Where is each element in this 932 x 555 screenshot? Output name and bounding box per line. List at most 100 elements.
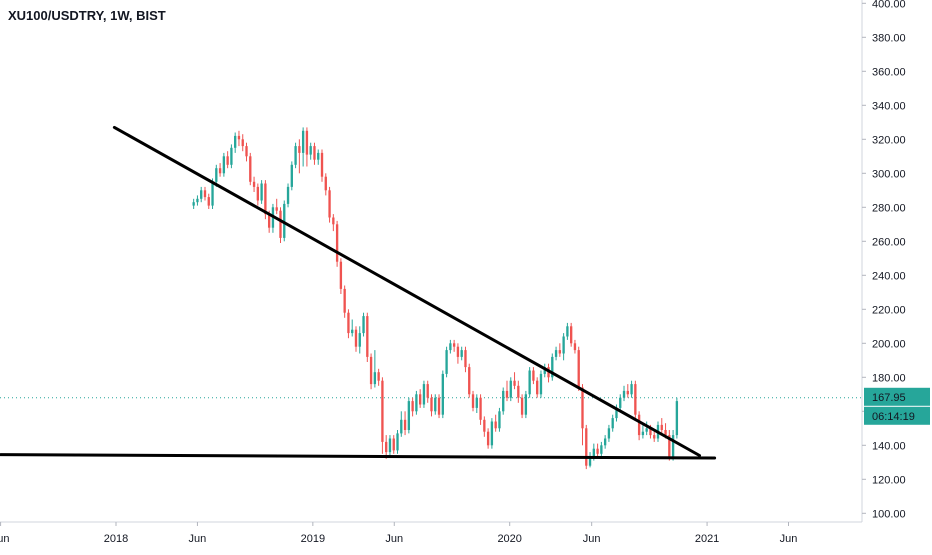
y-tick-label: 400.00 <box>872 0 906 10</box>
candle-body <box>509 380 512 398</box>
candle-body <box>452 343 456 347</box>
candle-body <box>611 418 614 429</box>
candle <box>588 452 592 468</box>
candle <box>502 387 505 415</box>
last-price-badge-bg <box>864 387 930 406</box>
candle <box>513 372 516 390</box>
candle <box>577 346 580 391</box>
candle-body <box>415 394 418 412</box>
candle-body <box>207 197 210 206</box>
candle <box>381 377 384 454</box>
candle <box>445 346 448 378</box>
candle-body <box>592 448 595 458</box>
candle <box>203 186 207 201</box>
candle <box>305 127 309 167</box>
x-tick-label: Jun <box>780 533 798 545</box>
countdown-badge: 06:14:19 <box>864 406 930 425</box>
candle-body <box>226 156 229 165</box>
candle <box>200 186 203 203</box>
candle-body <box>358 333 361 347</box>
candle-body <box>539 373 543 395</box>
candle <box>407 397 411 434</box>
candle <box>332 214 335 232</box>
candle-body <box>426 384 429 398</box>
candle <box>301 127 305 167</box>
candle-body <box>320 152 324 177</box>
candle <box>245 142 248 162</box>
candle <box>660 418 663 434</box>
trendline-upper[interactable] <box>112 125 702 457</box>
candle-body <box>267 214 271 228</box>
candle-body <box>464 350 467 368</box>
candle <box>483 416 486 437</box>
trendlines-layer <box>0 125 717 460</box>
candle-body <box>483 419 486 432</box>
candle-body <box>596 448 599 454</box>
candle <box>468 363 471 398</box>
candle-body <box>490 421 494 446</box>
candle <box>603 435 607 449</box>
candle <box>551 353 554 381</box>
candle <box>426 380 429 403</box>
candle <box>283 200 286 242</box>
candle-body <box>675 401 679 436</box>
candle <box>486 428 490 449</box>
candle <box>641 424 645 439</box>
candle <box>343 285 346 318</box>
candle-body <box>313 146 316 160</box>
candle <box>351 319 354 337</box>
candle <box>452 339 456 352</box>
candle <box>313 142 316 165</box>
candle <box>585 424 588 470</box>
chart-title: XU100/USDTRY, 1W, BIST <box>8 8 166 23</box>
candle <box>671 430 675 461</box>
candle-body <box>407 401 411 430</box>
candle <box>434 394 437 415</box>
candle-body <box>460 350 463 357</box>
trendline-lower[interactable] <box>0 453 717 460</box>
candle <box>456 343 460 364</box>
candle <box>498 407 501 432</box>
candle <box>622 385 626 402</box>
candle-body <box>301 130 305 153</box>
x-tick-label: Jun <box>583 533 601 545</box>
candle-body <box>645 428 648 432</box>
candle-body <box>305 130 309 155</box>
candle-body <box>607 428 611 439</box>
candle <box>275 198 278 215</box>
candle-body <box>498 411 501 429</box>
candle-body <box>517 385 520 398</box>
candle <box>294 142 297 169</box>
candle <box>373 350 377 388</box>
candle-body <box>494 421 497 429</box>
candle-body <box>373 372 377 385</box>
candle <box>543 363 546 378</box>
candle <box>607 424 611 442</box>
candle <box>619 394 622 412</box>
candle <box>400 411 403 437</box>
candle-body <box>600 445 603 454</box>
candle <box>645 421 648 436</box>
candle <box>362 312 365 337</box>
candle-body <box>317 152 320 160</box>
candle <box>460 346 463 361</box>
candle <box>354 326 358 352</box>
candle <box>520 394 524 419</box>
candle-body <box>234 135 237 148</box>
candle <box>385 435 388 459</box>
candle-body <box>603 438 607 446</box>
candle <box>290 161 293 191</box>
candle <box>260 180 263 204</box>
y-tick-label: 380.00 <box>872 32 906 44</box>
candle-body <box>520 397 524 415</box>
candle <box>479 394 482 425</box>
candle-body <box>260 183 263 201</box>
candle-body <box>626 390 629 395</box>
candle <box>403 411 407 436</box>
candle <box>196 195 199 206</box>
candle <box>339 258 343 294</box>
candle <box>532 367 535 385</box>
candle <box>415 390 418 415</box>
candle-body <box>392 438 395 451</box>
